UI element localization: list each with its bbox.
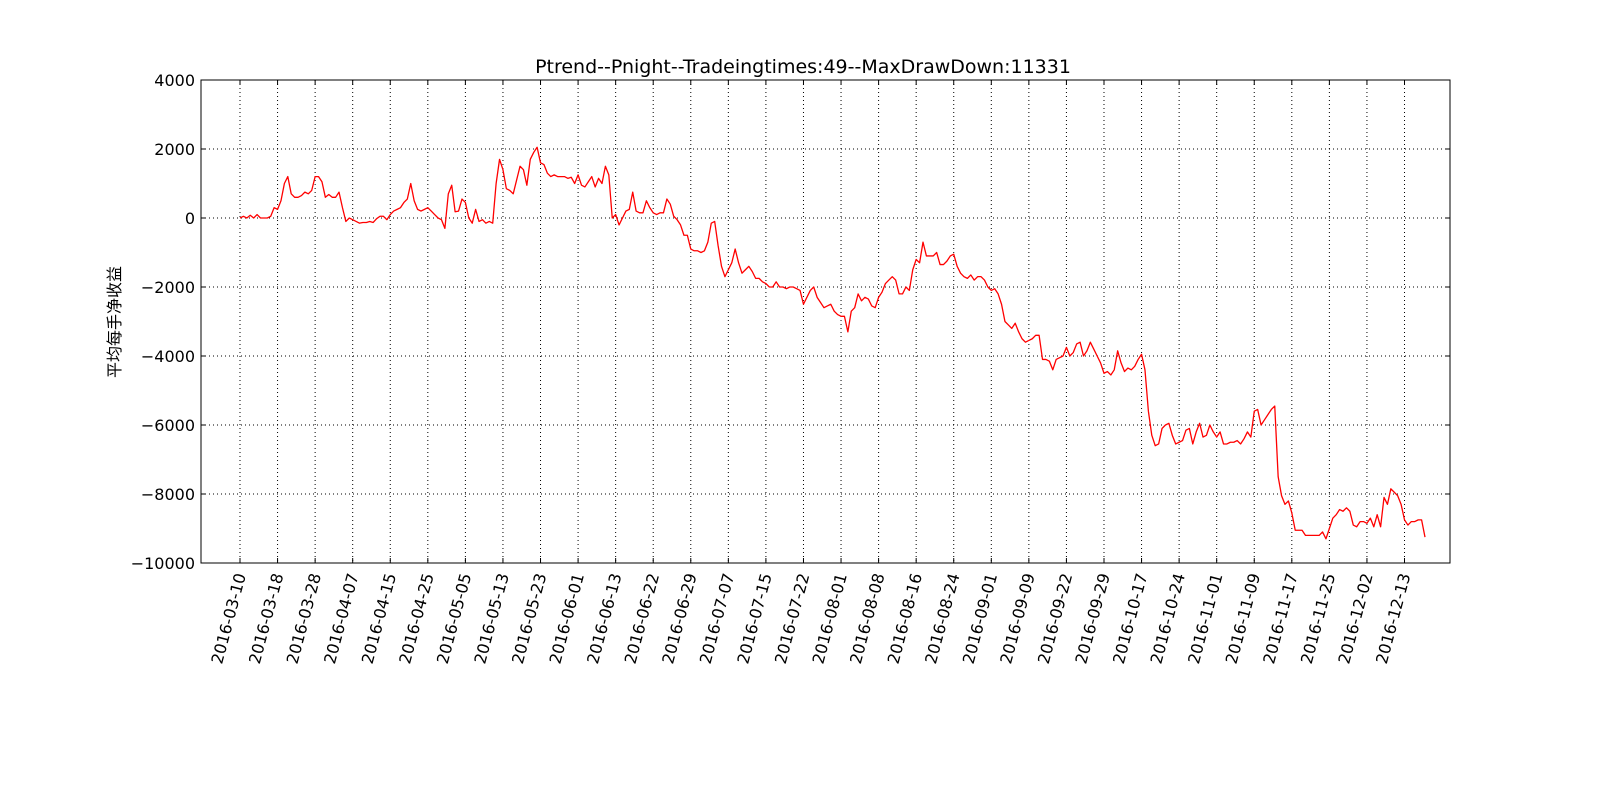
grid-lines — [201, 80, 1450, 563]
x-tick-label: 2016-09-22 — [1034, 571, 1076, 666]
y-axis: 4000 2000 0 −2000 −4000 −6000 −8000 −10000 — [131, 71, 1450, 573]
y-tick-label: 0 — [185, 209, 195, 228]
x-tick-label: 2016-06-13 — [583, 571, 625, 666]
x-tick-label: 2016-05-05 — [433, 571, 475, 666]
x-tick-label: 2016-07-22 — [771, 571, 813, 666]
x-tick-label: 2016-07-07 — [696, 571, 738, 666]
x-tick-label: 2016-03-10 — [207, 571, 249, 666]
x-tick-label: 2016-11-17 — [1259, 571, 1301, 666]
x-tick-label: 2016-09-01 — [959, 571, 1001, 666]
x-tick-label: 2016-06-22 — [621, 571, 663, 666]
x-tick-label: 2016-08-24 — [921, 571, 963, 666]
x-tick-label: 2016-11-01 — [1184, 571, 1226, 666]
y-tick-label: −4000 — [141, 347, 195, 366]
x-tick-label: 2016-10-24 — [1147, 571, 1189, 666]
series-line — [239, 146, 1426, 540]
y-tick-label: −6000 — [141, 416, 195, 435]
plot-frame — [200, 79, 1451, 564]
y-tick-label: 2000 — [154, 140, 195, 159]
y-tick-label: −2000 — [141, 278, 195, 297]
x-tick-label: 2016-07-15 — [733, 571, 775, 666]
x-tick-label: 2016-10-17 — [1109, 571, 1151, 666]
x-tick-label: 2016-11-25 — [1297, 571, 1339, 666]
x-tick-label: 2016-04-07 — [320, 571, 362, 666]
y-axis-label: 平均每手净收益 — [105, 266, 124, 378]
x-tick-label: 2016-04-15 — [358, 571, 400, 666]
x-tick-label: 2016-03-18 — [245, 571, 287, 666]
x-tick-label: 2016-09-09 — [996, 571, 1038, 666]
x-tick-label: 2016-12-02 — [1334, 571, 1376, 666]
x-axis: 2016-03-102016-03-182016-03-282016-04-07… — [207, 80, 1414, 666]
x-tick-label: 2016-06-29 — [658, 571, 700, 666]
x-tick-label: 2016-08-16 — [884, 571, 926, 666]
x-tick-label: 2016-08-08 — [846, 571, 888, 666]
x-tick-label: 2016-03-28 — [283, 571, 325, 666]
x-tick-label: 2016-11-09 — [1222, 571, 1264, 666]
chart-title: Ptrend--Pnight--Tradeingtimes:49--MaxDra… — [535, 56, 1071, 78]
x-tick-label: 2016-05-23 — [508, 571, 550, 666]
x-tick-label: 2016-06-01 — [546, 571, 588, 666]
y-tick-label: −8000 — [141, 485, 195, 504]
x-tick-label: 2016-09-29 — [1071, 571, 1113, 666]
series-group — [239, 146, 1426, 540]
x-tick-label: 2016-04-25 — [395, 571, 437, 666]
x-tick-label: 2016-12-13 — [1372, 571, 1414, 666]
y-tick-label: −10000 — [131, 554, 195, 573]
x-tick-label: 2016-08-01 — [808, 571, 850, 666]
x-tick-label: 2016-05-13 — [470, 571, 512, 666]
y-tick-label: 4000 — [154, 71, 195, 90]
